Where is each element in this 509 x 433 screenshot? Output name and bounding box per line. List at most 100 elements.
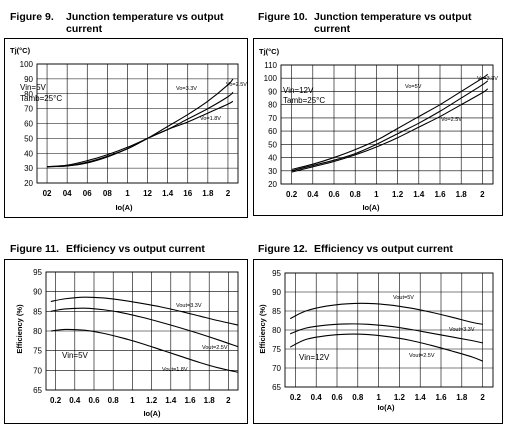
x-tick-label: 1.8 — [456, 190, 468, 199]
figure-12-caption: Figure 12. Efficiency vs output current — [258, 243, 453, 255]
figure-10-caption: Figure 10. Junction temperature vs output… — [258, 11, 489, 35]
series-line — [50, 328, 239, 373]
x-axis-label: Io(A) — [115, 203, 133, 212]
y-tick-label: 70 — [24, 105, 33, 114]
x-tick-label: 1.2 — [392, 190, 404, 199]
x-tick-label: 0.2 — [290, 393, 302, 402]
figure-title: Junction temperature vs output current — [314, 11, 472, 35]
series-label: Vout=3.3V — [449, 327, 475, 333]
series-line — [291, 73, 489, 170]
y-tick-label: 65 — [272, 383, 281, 392]
y-tick-label: 30 — [268, 167, 277, 176]
x-tick-label: 12 — [143, 189, 152, 198]
x-tick-label: 1.8 — [204, 396, 216, 405]
x-tick-label: 1.4 — [415, 393, 427, 402]
x-tick-label: 1 — [374, 190, 379, 199]
x-tick-label: 1.8 — [456, 393, 468, 402]
panel-frame — [4, 38, 248, 218]
chart-fig11-efficiency-5v: 65 70 75 80 85 90 95 0.2 0.4 0.6 0.8 1 1.2 1.4 1.6 1.8 2… — [4, 259, 248, 424]
x-tick-label: 16 — [183, 189, 192, 198]
panel-frame — [253, 259, 503, 424]
x-tick-label: 1.6 — [435, 393, 447, 402]
y-tick-label: 30 — [24, 164, 33, 173]
y-tick-label: 85 — [33, 307, 42, 316]
y-tick-label: 100 — [264, 74, 278, 83]
x-tick-label: 0.6 — [328, 190, 340, 199]
y-tick-label: 70 — [33, 366, 42, 375]
series-line — [290, 323, 483, 344]
x-tick-label: 1.2 — [146, 396, 158, 405]
y-tick-label: 70 — [272, 364, 281, 373]
x-tick-label: 1.4 — [165, 396, 177, 405]
y-tick-label: 50 — [268, 140, 277, 149]
y-tick-label: 70 — [268, 114, 277, 123]
x-tick-label: 1.6 — [434, 190, 446, 199]
plot-area — [280, 64, 494, 185]
series-line — [47, 100, 234, 168]
chart-fig12-efficiency-12v: 65 70 75 80 85 90 95 0.2 0.4 0.6 0.8 1 1.2 1.4 1.6 1.8 2… — [253, 259, 503, 424]
figure-9-caption: Figure 9. Junction temperature vs output … — [10, 11, 241, 35]
y-tick-label: 20 — [24, 179, 33, 188]
y-tick-label: 80 — [33, 327, 42, 336]
figure-title: Efficiency vs output current — [314, 243, 453, 255]
figure-number: Figure 11. — [10, 243, 60, 255]
x-tick-label: 04 — [63, 189, 72, 198]
y-tick-label: 85 — [272, 307, 281, 316]
y-tick-label: 90 — [24, 75, 33, 84]
y-axis-label: Efficiency (%) — [15, 304, 24, 354]
series-line — [289, 302, 483, 325]
y-tick-label: 40 — [24, 149, 33, 158]
series-line — [50, 296, 239, 326]
x-tick-label: 1.4 — [413, 190, 425, 199]
x-tick-label: 0.8 — [350, 190, 362, 199]
x-tick-label: 2 — [480, 393, 485, 402]
x-tick-label: 1 — [125, 189, 130, 198]
x-axis-label: Io(A) — [362, 203, 380, 212]
y-tick-label: 90 — [33, 288, 42, 297]
x-axis-label: Io(A) — [143, 409, 161, 418]
series-label: Vout=5V — [393, 295, 414, 301]
series-label: Vout=3.3V — [176, 303, 202, 309]
x-tick-label: 2 — [226, 189, 231, 198]
figure-number: Figure 10. — [258, 11, 308, 23]
y-tick-label: 95 — [272, 269, 281, 278]
x-tick-label: 0.6 — [88, 396, 100, 405]
y-tick-label: 100 — [20, 60, 34, 69]
series-label: Vo=5V — [405, 84, 422, 90]
x-tick-label: 2 — [226, 396, 231, 405]
y-tick-label: 90 — [268, 87, 277, 96]
series-label: Vout=2.5V — [409, 353, 435, 359]
annotation-label: Vin=5V — [20, 83, 47, 92]
x-tick-label: 1 — [130, 396, 135, 405]
series-line — [291, 80, 489, 172]
series-label: Vo=3.3V — [477, 76, 498, 82]
y-tick-label: 80 — [268, 101, 277, 110]
series-label: Vout=1.8V — [162, 367, 188, 373]
x-tick-label: 1.8 — [202, 189, 214, 198]
y-tick-label: 60 — [24, 120, 33, 129]
figure-title: Efficiency vs output current — [66, 243, 205, 255]
y-tick-label: 110 — [264, 61, 277, 70]
figure-number: Figure 12. — [258, 243, 308, 255]
x-tick-label: 0.4 — [69, 396, 81, 405]
x-tick-label: 1.2 — [394, 393, 406, 402]
y-tick-label: 50 — [24, 134, 33, 143]
y-tick-label: 75 — [33, 347, 42, 356]
annotation-label: Tamb=25°C — [283, 96, 325, 105]
x-tick-label: 0.6 — [331, 393, 343, 402]
x-tick-label: 1.6 — [184, 396, 196, 405]
y-tick-label: 75 — [272, 345, 281, 354]
x-tick-label: 1.4 — [162, 189, 174, 198]
series-label: Vo=3.3V — [176, 86, 197, 92]
x-tick-label: 0.8 — [108, 396, 120, 405]
y-axis-label: Tj(°C) — [10, 46, 31, 55]
x-axis-label: Io(A) — [377, 403, 395, 412]
series-label: Vo=2.5V — [441, 117, 462, 123]
x-tick-label: 0.2 — [50, 396, 62, 405]
y-tick-label: 95 — [33, 268, 42, 277]
y-axis-label: Tj(°C) — [259, 47, 280, 56]
plot-area — [45, 271, 239, 391]
annotation-label: Vin=12V — [299, 353, 330, 362]
series-label: Vo=1.8V — [200, 116, 221, 122]
figure-11-caption: Figure 11. Efficiency vs output current — [10, 243, 205, 255]
